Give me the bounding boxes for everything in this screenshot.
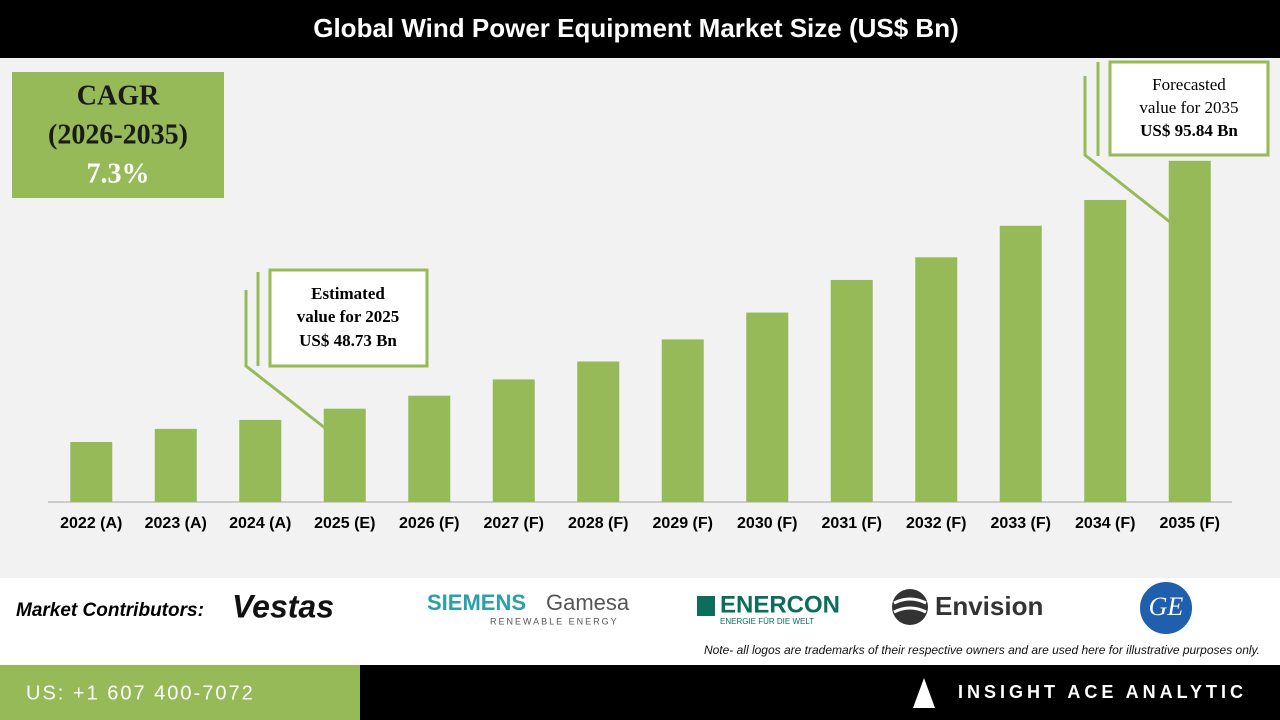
chart-title: Global Wind Power Equipment Market Size …: [313, 13, 959, 43]
x-tick-label: 2034 (F): [1075, 515, 1135, 532]
x-tick-label: 2030 (F): [737, 515, 797, 532]
cagr-label: CAGR: [77, 80, 160, 111]
x-tick-label: 2027 (F): [484, 515, 544, 532]
callout-leader: [1083, 76, 1171, 224]
x-tick-label: 2029 (F): [653, 515, 713, 532]
x-tick-label: 2033 (F): [991, 515, 1051, 532]
phone: US: +1 607 400-7072: [26, 682, 255, 704]
bar: [70, 442, 113, 502]
bar: [408, 395, 451, 502]
logo-envision: Envision: [935, 591, 1043, 621]
bar: [323, 408, 366, 502]
logo-gamesa: Gamesa: [546, 590, 630, 615]
logo-ge-circle: [1138, 580, 1194, 636]
brand-bar: [360, 665, 1280, 720]
logo-envision-mark: [893, 597, 927, 614]
logo-enercon-sub: ENERGIE FÜR DIE WELT: [720, 617, 814, 626]
callout-text: US$ 48.73 Bn: [299, 331, 397, 350]
bar: [999, 225, 1042, 502]
logo-siemens-sub: RENEWABLE ENERGY: [490, 616, 619, 626]
logo-enercon-icon: [697, 596, 715, 616]
bar: [492, 379, 535, 502]
x-tick-label: 2023 (A): [145, 515, 207, 532]
callout-text: Estimated: [311, 284, 385, 303]
phone-bar: [0, 665, 360, 720]
x-tick-label: 2022 (A): [60, 515, 122, 532]
bar: [830, 279, 873, 502]
x-tick-label: 2024 (A): [229, 515, 291, 532]
bar: [915, 257, 958, 502]
bar: [661, 339, 704, 502]
x-tick-label: 2028 (F): [568, 515, 628, 532]
title-bar: [0, 0, 1280, 58]
callout-text: US$ 95.84 Bn: [1140, 121, 1238, 140]
x-tick-label: 2032 (F): [906, 515, 966, 532]
brand: INSIGHT ACE ANALYTIC: [958, 682, 1247, 702]
logo-vestas: Vestas: [232, 588, 334, 624]
callout-text: Forecasted: [1152, 75, 1226, 94]
bar: [1084, 199, 1127, 502]
logo-ge: GE: [1149, 592, 1184, 621]
callout-box: [1108, 60, 1270, 157]
x-tick-label: 2031 (F): [822, 515, 882, 532]
contributors-label: Market Contributors:: [16, 600, 204, 621]
callout-box: [268, 268, 429, 368]
cagr-period: (2026-2035): [48, 119, 188, 150]
x-tick-label: 2025 (E): [314, 515, 375, 532]
callout-text: value for 2035: [1139, 98, 1238, 117]
logo-enercon: ENERCON: [720, 591, 840, 618]
cagr-box: [12, 72, 224, 198]
brand-icon: [913, 678, 935, 708]
cagr-value: 7.3%: [87, 158, 150, 189]
callout-text: value for 2025: [297, 307, 400, 326]
bar: [239, 419, 282, 502]
bar: [154, 428, 197, 502]
bar: [1168, 160, 1211, 502]
x-tick-label: 2026 (F): [399, 515, 459, 532]
logo-siemens: SIEMENS: [427, 590, 526, 615]
bar: [577, 361, 620, 502]
note: Note- all logos are trademarks of their …: [704, 643, 1260, 657]
bar: [746, 312, 789, 502]
callout-leader: [244, 290, 326, 430]
x-tick-label: 2035 (F): [1160, 515, 1220, 532]
